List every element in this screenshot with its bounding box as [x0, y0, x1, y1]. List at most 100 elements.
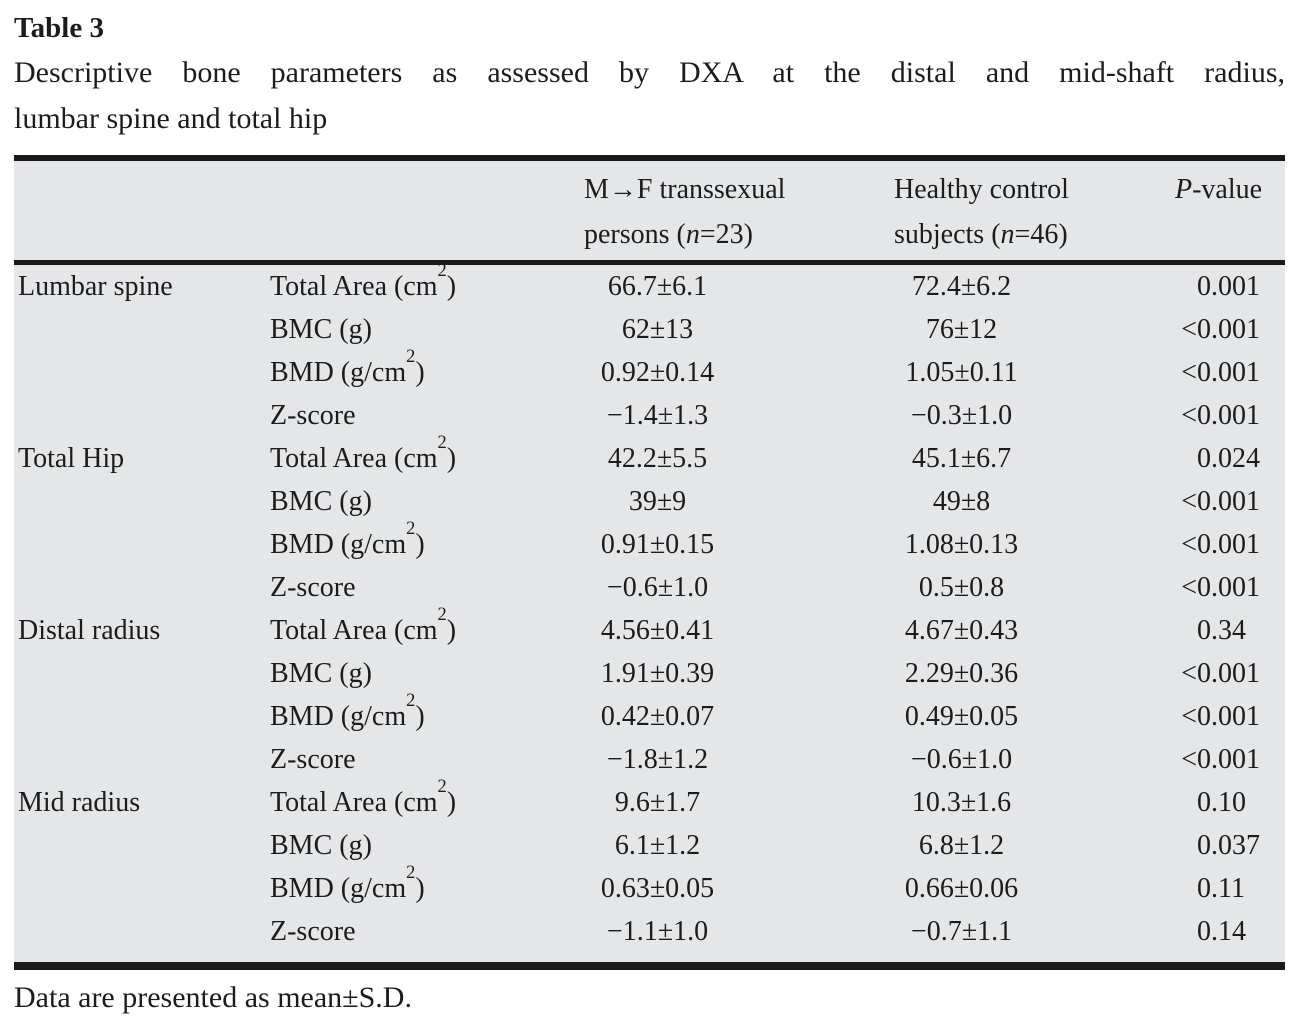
header-group2: Healthy control subjects (n=46) [880, 167, 1175, 257]
group1-value: −0.6±1.0 [606, 572, 709, 603]
p-value: <0.001 [1175, 394, 1285, 437]
site-cell: Mid radius [18, 787, 141, 818]
p-value-dec: .10 [1211, 787, 1246, 818]
group1-value: 1.91±0.39 [600, 658, 715, 689]
header-group1-line1: M→F transsexual [584, 174, 786, 205]
table-row: BMC (g) 6.1±1.2 6.8±1.2 0.037 [14, 824, 1285, 867]
p-value: 0.10 [1175, 781, 1285, 824]
site-cell: Total Hip [18, 443, 125, 474]
p-value: 0.34 [1175, 609, 1285, 652]
group1-value: −1.1±1.0 [606, 916, 709, 947]
p-value-int: 0 [1197, 830, 1211, 861]
site-cell [14, 910, 270, 953]
table-footnote: Data are presented as mean±S.D. [14, 981, 412, 1014]
p-value-dec: .001 [1211, 357, 1260, 388]
parameter-cell: Total Area (cm2) [270, 776, 457, 818]
header-group2-line1: Healthy control [894, 174, 1069, 205]
parameter-cell: BMC (g) [270, 486, 372, 517]
parameter-cell: BMD (g/cm2) [270, 346, 425, 388]
parameter-cell: Total Area (cm2) [270, 604, 457, 646]
table-header-row: M→F transsexual persons (n=23) Healthy c… [14, 161, 1285, 265]
table-row: Z-score −1.4±1.3 −0.3±1.0 <0.001 [14, 394, 1285, 437]
group1-value: 9.6±1.7 [614, 787, 701, 818]
parameter-cell: Z-score [270, 572, 356, 603]
p-value-int: 0 [1197, 615, 1211, 646]
group2-value: 76±12 [925, 314, 998, 345]
group2-value: −0.3±1.0 [910, 400, 1013, 431]
p-value: 0.14 [1175, 910, 1285, 953]
site-cell [14, 738, 270, 781]
group1-value: 62±13 [621, 314, 694, 345]
group2-value: 72.4±6.2 [911, 271, 1012, 302]
p-value: <0.001 [1175, 351, 1285, 394]
parameter-cell: BMD (g/cm2) [270, 862, 425, 904]
p-value-dec: .001 [1211, 314, 1260, 345]
p-value-dec: .001 [1211, 400, 1260, 431]
table-caption: Descriptive bone parameters as assessed … [14, 50, 1285, 142]
p-value-int: <0 [1181, 744, 1211, 775]
p-value-int: <0 [1181, 572, 1211, 603]
site-cell [14, 480, 270, 523]
parameter-cell: BMC (g) [270, 658, 372, 689]
caption-line-2: lumbar spine and total hip [14, 102, 328, 135]
site-cell [14, 566, 270, 609]
p-value-int: <0 [1181, 658, 1211, 689]
table-row: Total Hip Total Area (cm2) 42.2±5.5 45.1±6.… [14, 433, 1285, 480]
group2-value: 1.08±0.13 [904, 529, 1019, 560]
p-value: <0.001 [1175, 566, 1285, 609]
p-value: <0.001 [1175, 695, 1285, 738]
p-value-dec: .34 [1211, 615, 1246, 646]
table-body: Lumbar spine Total Area (cm2) 66.7±6.1 72.4… [14, 261, 1285, 962]
table-row: Distal radius Total Area (cm2) 4.56±0.41 4.… [14, 604, 1285, 652]
header-group1: M→F transsexual persons (n=23) [570, 167, 880, 257]
p-value: <0.001 [1175, 738, 1285, 781]
parameter-cell: BMD (g/cm2) [270, 690, 425, 732]
site-cell [14, 695, 270, 738]
site-cell [14, 824, 270, 867]
site-cell [14, 394, 270, 437]
table-row: Z-score −1.8±1.2 −0.6±1.0 <0.001 [14, 738, 1285, 781]
site-cell: Lumbar spine [18, 271, 173, 302]
parameter-cell: BMC (g) [270, 830, 372, 861]
group1-value: 42.2±5.5 [607, 443, 708, 474]
table-row: BMD (g/cm2) 0.63±0.05 0.66±0.06 0.11 [14, 862, 1285, 910]
table-row: Z-score −1.1±1.0 −0.7±1.1 0.14 [14, 910, 1285, 953]
parameter-cell: Z-score [270, 400, 356, 431]
header-site [14, 167, 270, 257]
p-value-dec: .001 [1211, 529, 1260, 560]
site-cell [14, 867, 270, 910]
parameter-cell: BMD (g/cm2) [270, 518, 425, 560]
group2-value: 0.5±0.8 [918, 572, 1005, 603]
group2-value: −0.6±1.0 [910, 744, 1013, 775]
table-row: BMD (g/cm2) 0.92±0.14 1.05±0.11 <0.001 [14, 346, 1285, 394]
p-value: 0.001 [1175, 265, 1285, 308]
p-value-dec: .001 [1211, 658, 1260, 689]
site-cell [14, 652, 270, 695]
p-value-dec: .001 [1211, 744, 1260, 775]
header-group2-line2: subjects (n=46) [894, 219, 1068, 250]
group2-value: 6.8±1.2 [918, 830, 1005, 861]
p-value-dec: .11 [1211, 873, 1245, 904]
header-p-value: P-value [1175, 174, 1263, 205]
group2-value: 45.1±6.7 [911, 443, 1012, 474]
parameter-cell: Z-score [270, 744, 356, 775]
p-value-dec: .001 [1211, 486, 1260, 517]
table-row: BMD (g/cm2) 0.91±0.15 1.08±0.13 <0.001 [14, 518, 1285, 566]
group1-value: 6.1±1.2 [614, 830, 701, 861]
group1-value: 0.63±0.05 [600, 873, 715, 904]
p-value-int: 0 [1197, 916, 1211, 947]
p-value-dec: .001 [1211, 572, 1260, 603]
p-value: 0.11 [1175, 867, 1285, 910]
site-cell [14, 308, 270, 351]
group2-value: 0.66±0.06 [904, 873, 1019, 904]
site-cell [14, 351, 270, 394]
group1-value: 66.7±6.1 [607, 271, 708, 302]
group2-value: 1.05±0.11 [905, 357, 1018, 388]
site-cell [14, 523, 270, 566]
header-group1-line2: persons (n=23) [584, 219, 753, 250]
p-value: 0.037 [1175, 824, 1285, 867]
table-row: BMC (g) 62±13 76±12 <0.001 [14, 308, 1285, 351]
p-value-int: 0 [1197, 271, 1211, 302]
group1-value: 4.56±0.41 [600, 615, 715, 646]
